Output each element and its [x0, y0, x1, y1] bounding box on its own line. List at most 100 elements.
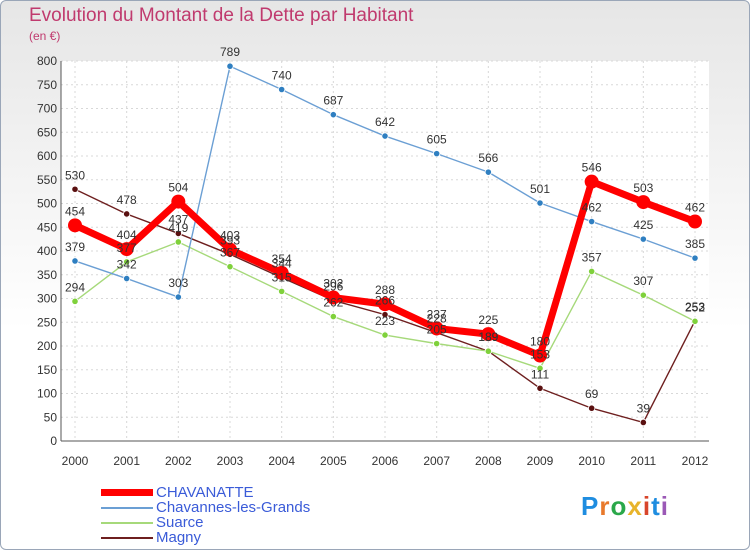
legend-item: Suarce: [101, 515, 310, 530]
legend-item: Chavannes-les-Grands: [101, 500, 310, 515]
data-point-chavanatte: [636, 195, 651, 210]
data-point-chavannes-les-grands: [536, 199, 544, 207]
data-label-chavanatte: 546: [582, 161, 602, 175]
data-point-suarce: [381, 331, 389, 339]
data-label-magny: 189: [478, 330, 498, 344]
data-point-chavanatte: [584, 174, 599, 189]
x-tick-label: 2011: [630, 454, 656, 468]
data-point-suarce: [278, 287, 286, 295]
data-label-suarce: 205: [427, 323, 447, 337]
legend-label: Suarce: [156, 514, 204, 531]
logo-letter: P: [581, 491, 600, 521]
data-point-chavannes-les-grands: [226, 62, 234, 70]
data-label-magny: 344: [272, 257, 292, 271]
data-label-suarce: 153: [530, 347, 550, 361]
y-tick-label: 200: [37, 339, 57, 353]
logo-letter: i: [660, 491, 669, 521]
data-label-chavanatte: 302: [323, 277, 343, 291]
data-point-chavanatte: [119, 242, 134, 257]
data-point-chavanatte: [378, 297, 392, 312]
data-label-chavannes-les-grands: 789: [220, 45, 240, 59]
data-point-magny: [381, 311, 389, 319]
x-tick-label: 2007: [423, 454, 450, 468]
logo-letter: i: [642, 491, 652, 521]
data-label-magny: 393: [220, 233, 240, 247]
y-tick-label: 100: [37, 387, 57, 401]
data-label-magny: 39: [637, 401, 651, 415]
data-point-suarce: [71, 297, 79, 305]
data-point-chavannes-les-grands: [123, 274, 131, 283]
y-tick-label: 550: [37, 173, 57, 187]
data-label-suarce: 357: [582, 250, 602, 264]
data-point-suarce: [484, 347, 492, 355]
data-point-suarce: [433, 340, 441, 348]
data-point-chavannes-les-grands: [278, 85, 286, 94]
legend-swatch: [101, 521, 153, 524]
x-tick-label: 2003: [217, 454, 244, 468]
data-point-chavanatte: [326, 290, 341, 305]
y-tick-label: 400: [37, 244, 57, 258]
data-label-suarce: 307: [633, 274, 653, 288]
data-point-magny: [71, 185, 79, 193]
y-tick-label: 0: [50, 434, 57, 448]
data-point-chavannes-les-grands: [639, 235, 647, 243]
data-label-suarce: 223: [375, 314, 395, 328]
data-point-chavanatte: [68, 218, 82, 233]
legend-swatch: [101, 506, 153, 509]
data-label-suarce: 315: [272, 270, 292, 284]
data-label-suarce: 189: [478, 330, 498, 344]
logo-letter: x: [627, 491, 643, 521]
data-label-chavanatte: 237: [427, 307, 447, 321]
data-point-chavanatte: [223, 242, 237, 257]
data-point-suarce: [691, 317, 699, 325]
data-point-chavanatte: [533, 348, 547, 363]
data-label-magny: 530: [65, 168, 85, 182]
legend-label: CHAVANATTE: [156, 484, 254, 501]
data-point-suarce: [329, 312, 337, 321]
data-label-suarce: 294: [65, 280, 85, 294]
data-point-magny: [588, 404, 596, 412]
data-point-chavannes-les-grands: [71, 257, 79, 265]
data-label-suarce: 367: [220, 246, 240, 260]
x-tick-label: 2001: [113, 454, 140, 468]
data-label-magny: 437: [168, 212, 188, 226]
data-label-chavanatte: 225: [478, 313, 498, 327]
data-label-chavannes-les-grands: 425: [633, 218, 653, 232]
logo-letter: r: [599, 491, 611, 521]
legend-swatch: [101, 536, 153, 539]
proxiti-logo: Proxiti: [581, 491, 669, 522]
data-point-chavanatte: [274, 265, 289, 280]
legend: CHAVANATTE Chavannes-les-Grands Suarce Magn…: [101, 485, 310, 545]
data-label-chavanatte: 404: [117, 228, 137, 242]
data-label-chavannes-les-grands: 740: [272, 69, 292, 83]
data-label-chavannes-les-grands: 501: [530, 182, 550, 196]
data-point-chavannes-les-grands: [691, 254, 699, 262]
data-label-chavanatte: 288: [375, 283, 395, 297]
y-tick-label: 50: [44, 410, 58, 424]
legend-item: CHAVANATTE: [101, 485, 310, 500]
data-label-chavannes-les-grands: 642: [375, 115, 395, 129]
x-tick-label: 2009: [527, 454, 554, 468]
legend-label: Chavannes-les-Grands: [156, 499, 311, 516]
data-point-chavanatte: [429, 321, 444, 336]
x-tick-label: 2004: [268, 454, 295, 468]
data-label-chavannes-les-grands: 462: [582, 201, 602, 215]
legend-label: Magny: [156, 529, 202, 546]
data-point-chavannes-les-grands: [174, 293, 182, 301]
data-label-chavanatte: 504: [168, 181, 188, 195]
data-label-chavanatte: 454: [65, 204, 85, 218]
x-tick-label: 2006: [372, 454, 399, 468]
y-tick-label: 250: [37, 315, 57, 329]
data-point-chavanatte: [688, 214, 702, 229]
y-tick-label: 450: [37, 220, 57, 234]
x-tick-label: 2005: [320, 454, 347, 468]
y-tick-label: 350: [37, 268, 57, 282]
y-tick-label: 150: [37, 363, 57, 377]
data-label-magny: 228: [427, 312, 447, 326]
legend-swatch: [101, 489, 153, 496]
data-label-suarce: 262: [323, 296, 343, 310]
x-tick-label: 2002: [165, 454, 192, 468]
logo-letter: o: [610, 491, 628, 521]
data-point-magny: [123, 210, 131, 218]
